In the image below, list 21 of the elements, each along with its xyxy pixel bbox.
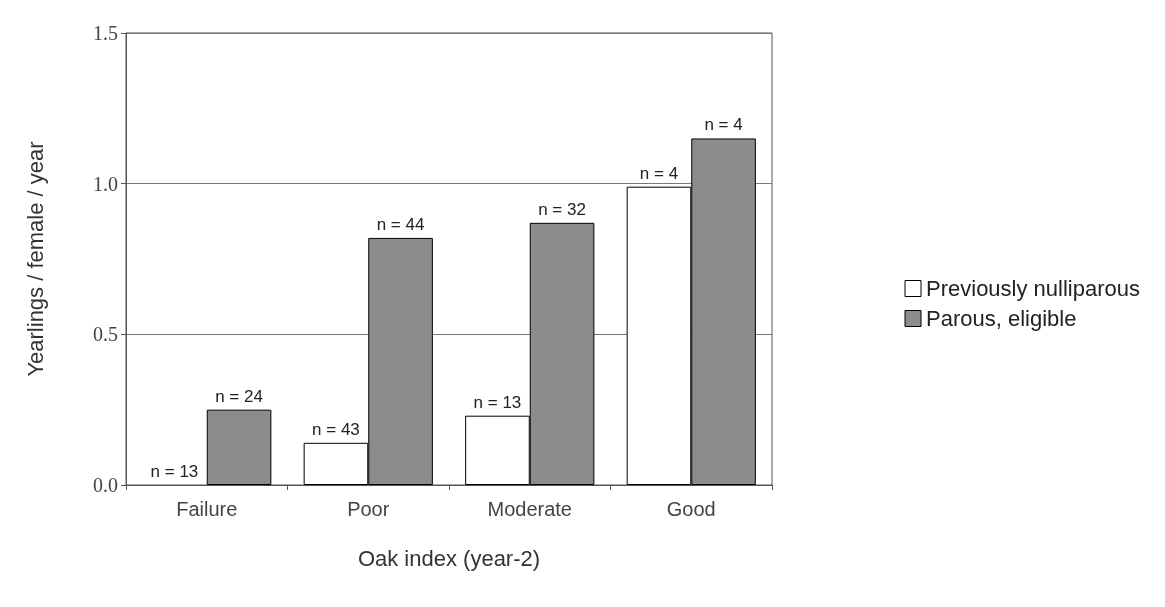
annotation: n = 4 (704, 115, 743, 135)
annotation: n = 24 (215, 386, 263, 406)
legend-label: Previously nulliparous (926, 276, 1140, 301)
legend-label: Parous, eligible (926, 306, 1077, 331)
annotation: n = 13 (473, 392, 522, 412)
y-tick-label: 0.5 (93, 323, 118, 346)
annotation: n = 44 (376, 214, 425, 234)
x-axis-title: Oak index (year-2) (357, 545, 541, 571)
bar (206, 409, 272, 485)
y-tick-label: 0.0 (93, 474, 118, 496)
y-tick-label: 1.5 (93, 22, 118, 44)
x-tick-label: Moderate (487, 498, 572, 520)
x-tick-label: Poor (347, 498, 390, 520)
y-tick-label: 1.0 (93, 172, 118, 195)
annotation: n = 32 (538, 199, 586, 219)
annotation: n = 43 (312, 419, 360, 439)
x-tick-label: Good (666, 498, 716, 520)
annotation: n = 4 (639, 163, 679, 183)
y-axis-title: Yearlings / female / year (22, 141, 48, 377)
annotation: n = 13 (150, 462, 199, 481)
x-tick-label: Failure (176, 498, 238, 520)
